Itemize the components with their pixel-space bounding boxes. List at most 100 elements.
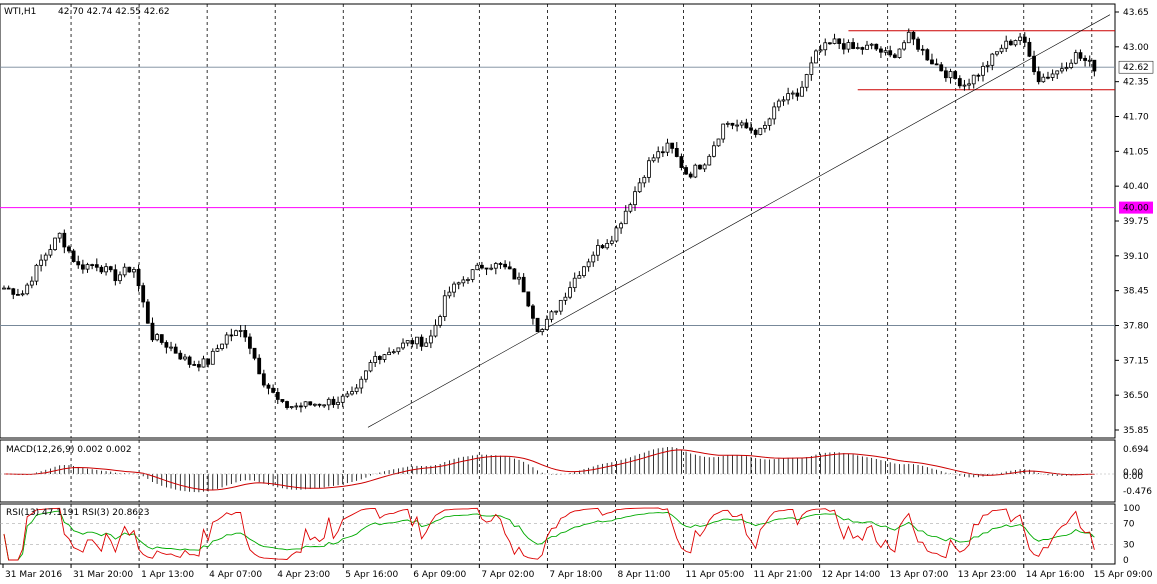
candle-body [716,138,721,147]
time-label: 14 Apr 16:00 [1026,570,1085,580]
candle-body [804,74,809,88]
candle-body [772,106,777,120]
candle-body [595,245,600,256]
candle-body [43,254,48,261]
macd-indicator [0,447,1115,493]
candle-body [326,398,331,406]
candle-body [930,59,934,65]
candle-body [29,280,34,286]
candle-body [438,316,443,326]
candle-body [391,351,396,354]
candle-body [122,266,127,276]
candle-body [303,401,308,407]
candle-body [475,264,480,271]
candle-body [967,83,971,86]
candle-body [118,274,122,282]
candle-body [684,167,688,175]
candle-body [1041,76,1046,83]
time-label: 31 Mar 20:00 [73,570,133,580]
macd-signal-line [4,449,1095,491]
candle-body [795,92,800,97]
rsi-axis-label: 100 [1123,504,1140,514]
candle-body [999,47,1004,53]
candle-body [289,406,294,408]
candle-body [846,42,851,50]
rsi-axis-label: 70 [1123,520,1135,530]
candle-body [145,301,150,324]
candle-body [721,123,726,140]
candle-body [489,267,494,270]
candle-body [90,264,95,266]
candle-body [424,342,429,347]
time-label: 11 Apr 21:00 [754,570,813,580]
candle-body [336,401,340,405]
candle-body [415,336,419,345]
rsi3-line [3,507,1095,561]
candle-body [183,356,187,360]
candle-body [823,42,828,51]
candle-body [6,287,11,290]
candle-body [187,356,192,365]
macd-axis-label: 0.694 [1123,445,1149,455]
candle-body [364,370,368,380]
price-tick-label: 43.65 [1123,8,1149,18]
candle-body [442,295,447,317]
candle-body [39,259,44,266]
candle-body [285,401,289,408]
time-label: 11 Apr 05:00 [686,570,745,580]
candle-body [159,334,164,343]
candle-body [925,49,930,61]
rsi-panel [0,503,1116,565]
trendline [367,14,1111,428]
candle-body [656,151,661,159]
candle-body [1055,70,1060,75]
candle-body [698,164,702,170]
rsi-header: RSI(13) 47.1191 RSI(3) 20.8623 [6,508,149,518]
candle-body [1008,40,1013,46]
candle-body [11,288,16,295]
candle-body [577,275,582,279]
candle-body [619,223,623,229]
candle-body [883,50,888,53]
candle-body [995,51,999,55]
candle-body [888,50,893,56]
candle-body [609,240,614,244]
candle-body [897,48,902,58]
candle-body [809,62,814,75]
candle-body [331,398,336,405]
candle-body [1092,59,1097,72]
price-axis: 43.65 43.00 42.35 41.70 41.05 40.40 39.75 39.10… [1115,8,1154,566]
candle-body [294,405,299,408]
candle-body [749,127,753,131]
candle-body [215,348,220,352]
candle-body [558,299,563,312]
candle-body [405,340,410,344]
price-tick-label: 39.10 [1123,252,1149,262]
candle-body [150,322,155,341]
candle-body [62,232,67,248]
candle-body [512,268,517,280]
candle-body [234,330,238,336]
price-tick-label: 40.40 [1123,182,1149,192]
candle-body [860,47,865,50]
price-panel [0,3,1116,439]
time-label: 7 Apr 02:00 [481,570,534,580]
candle-body [948,71,953,79]
price-levels [0,14,1115,428]
candle-body [155,334,160,341]
candle-body [957,78,962,87]
candle-body [753,129,758,135]
candle-body [266,384,271,389]
candle-body [1078,52,1083,59]
time-label: 5 Apr 16:00 [345,570,398,580]
candle-body [192,364,197,366]
candle-body [419,336,424,347]
candle-body [874,43,879,50]
candle-body [1013,40,1018,46]
time-label: 4 Apr 23:00 [277,570,330,580]
candle-body [350,391,354,395]
candle-body [169,346,173,349]
candle-body [127,266,132,273]
candle-body [136,269,141,287]
